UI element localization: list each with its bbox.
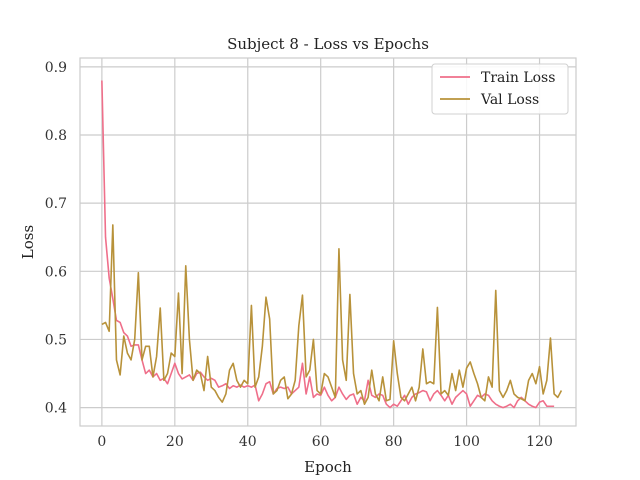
legend: Train Loss Val Loss bbox=[431, 63, 569, 115]
series-line-train-loss bbox=[101, 80, 555, 409]
y-tick-label: 0.4 bbox=[45, 401, 67, 417]
y-tick-label: 0.9 bbox=[45, 60, 67, 76]
x-axis-label: Epoch bbox=[304, 458, 352, 476]
x-tick-label: 60 bbox=[312, 434, 330, 450]
grid bbox=[80, 58, 576, 426]
y-axis-label: Loss bbox=[19, 225, 37, 259]
x-tick-label: 20 bbox=[166, 434, 184, 450]
y-tick-label: 0.6 bbox=[45, 264, 67, 280]
x-tick-label: 120 bbox=[526, 434, 553, 450]
series-group bbox=[101, 80, 563, 409]
y-tick-label: 0.5 bbox=[45, 332, 67, 348]
x-tick-label: 80 bbox=[385, 434, 403, 450]
y-tick-label: 0.8 bbox=[45, 128, 67, 144]
legend-label-val-loss: Val Loss bbox=[480, 92, 539, 108]
y-axis: 0.4 0.5 0.6 0.7 0.8 0.9 bbox=[45, 60, 67, 417]
legend-label-train-loss: Train Loss bbox=[481, 70, 555, 86]
y-tick-label: 0.7 bbox=[45, 196, 67, 212]
chart-title: Subject 8 - Loss vs Epochs bbox=[227, 35, 429, 53]
x-tick-label: 0 bbox=[97, 434, 106, 450]
plot-frame bbox=[79, 57, 577, 427]
x-tick-label: 40 bbox=[239, 434, 257, 450]
x-axis: 0 20 40 60 80 100 120 bbox=[97, 434, 552, 450]
x-tick-label: 100 bbox=[453, 434, 480, 450]
series-line-val-loss bbox=[101, 224, 563, 405]
